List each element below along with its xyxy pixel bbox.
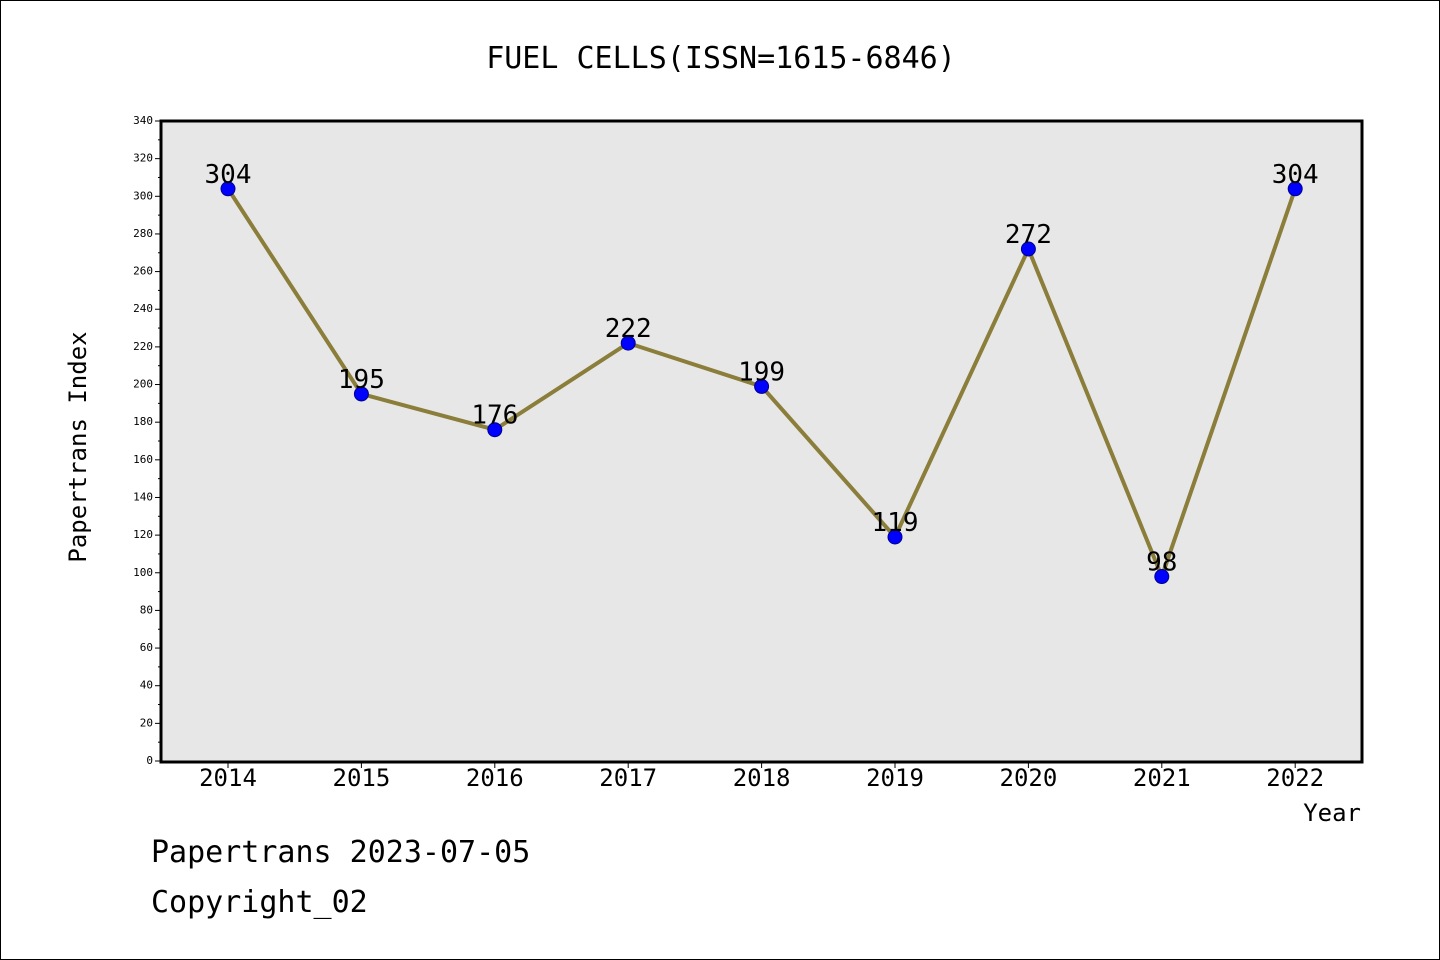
y-tick-label: 40: [140, 679, 153, 692]
data-label: 222: [605, 314, 652, 344]
y-tick-label: 100: [133, 566, 153, 579]
plot-frame: [159, 119, 1364, 764]
y-axis-title: Papertrans Index: [64, 331, 92, 562]
y-tick-label: 220: [133, 340, 153, 353]
data-point: [887, 529, 903, 545]
x-tick-label: 2016: [466, 764, 524, 792]
data-point: [353, 386, 369, 402]
y-tick-label: 80: [140, 603, 153, 616]
x-tick-label: 2020: [1000, 764, 1058, 792]
x-tick-label: 2018: [733, 764, 791, 792]
x-tick-label: 2014: [199, 764, 257, 792]
y-tick-label: 300: [133, 189, 153, 202]
x-axis-title: Year: [1303, 799, 1361, 827]
y-axis: 0 20 40 60 80 100 120 140 160 180 200 220 240 260 280 3…: [133, 114, 161, 767]
footer-date-text: Papertrans 2023-07-05: [151, 835, 531, 870]
data-point: [220, 181, 236, 197]
data-point: [1287, 181, 1303, 197]
y-tick-label: 260: [133, 265, 153, 278]
data-point: [754, 378, 770, 394]
y-tick-label: 280: [133, 227, 153, 240]
footer-copyright-text: Copyright_02: [151, 885, 368, 920]
y-tick-label: 60: [140, 641, 153, 654]
plot-area: [161, 121, 1362, 762]
y-tick-label: 120: [133, 528, 153, 541]
y-tick-label: 320: [133, 152, 153, 165]
data-label: 98: [1146, 548, 1177, 578]
data-label: 272: [1005, 220, 1052, 250]
y-tick-label: 340: [133, 114, 153, 127]
y-tick-label: 140: [133, 490, 153, 503]
data-point: [620, 335, 636, 351]
data-label: 176: [471, 401, 518, 431]
data-point: [1154, 569, 1170, 585]
y-tick-label: 160: [133, 453, 153, 466]
chart-title: FUEL CELLS(ISSN=1615-6846): [486, 41, 956, 76]
x-axis: 2014 2015 2016 2017 2018 2019 2020 2021 2022: [199, 761, 1324, 792]
data-series: [220, 181, 1303, 585]
y-tick-label: 240: [133, 302, 153, 315]
y-tick-label: 0: [146, 754, 153, 767]
y-tick-label: 200: [133, 378, 153, 391]
x-tick-label: 2017: [599, 764, 657, 792]
data-labels: 304 195 176 222 199 119 272 98 304: [205, 160, 1319, 578]
data-label: 304: [205, 160, 252, 190]
data-label: 195: [338, 365, 385, 395]
y-tick-label: 180: [133, 415, 153, 428]
data-point: [487, 422, 503, 438]
y-tick-label: 20: [140, 716, 153, 729]
x-tick-label: 2021: [1133, 764, 1191, 792]
data-label: 199: [738, 357, 785, 387]
data-point: [1020, 241, 1036, 257]
data-label: 304: [1272, 160, 1319, 190]
data-label: 119: [872, 508, 919, 538]
x-tick-label: 2022: [1266, 764, 1324, 792]
x-tick-label: 2015: [333, 764, 391, 792]
x-tick-label: 2019: [866, 764, 924, 792]
